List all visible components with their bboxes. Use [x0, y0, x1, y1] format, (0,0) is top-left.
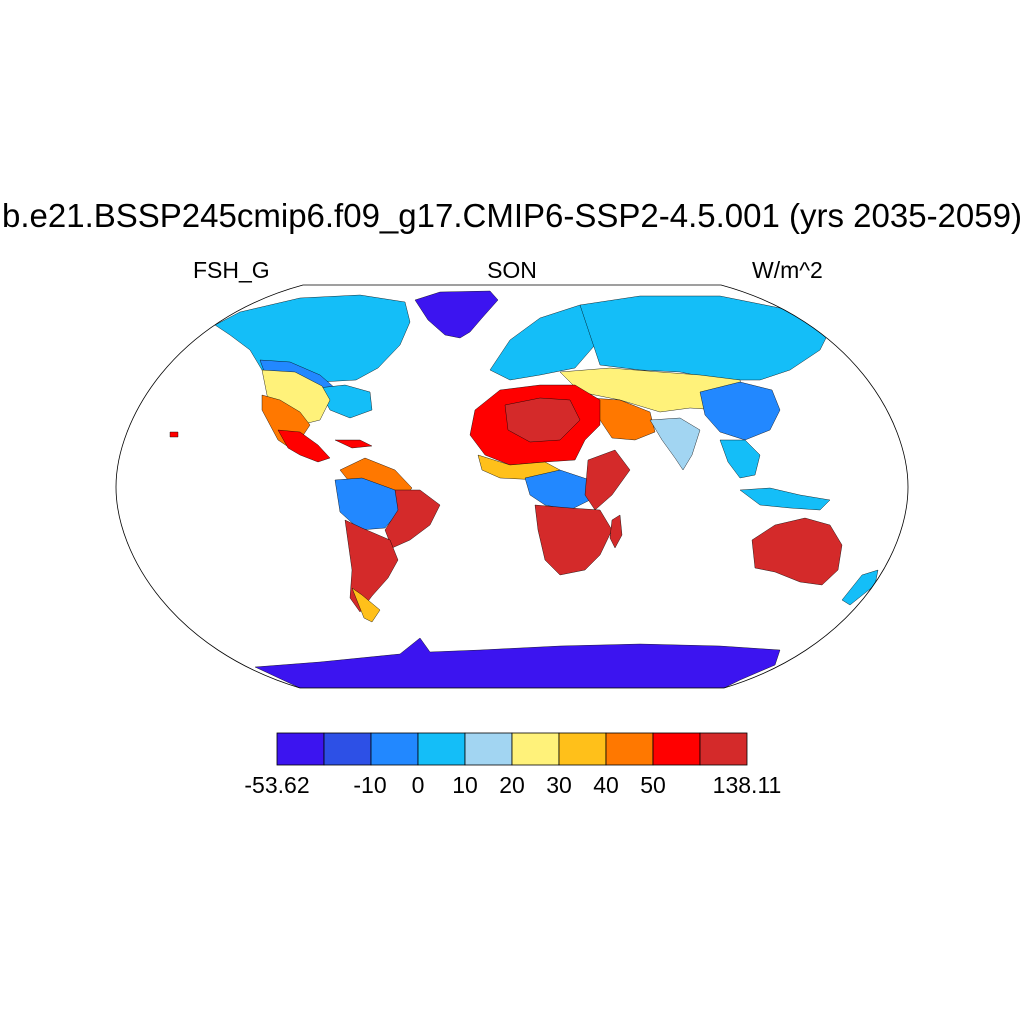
asia-north	[579, 295, 831, 381]
india	[649, 417, 701, 471]
map-boundary	[115, 284, 909, 689]
colorbar	[276, 732, 748, 766]
new-zealand	[841, 569, 879, 606]
east-africa	[584, 449, 631, 511]
colorbar-swatch	[276, 732, 325, 766]
north-america-east	[317, 384, 373, 419]
colorbar-tick-label: -10	[353, 772, 387, 798]
colorbar-swatch	[370, 732, 419, 766]
variable-label: FSH_G	[193, 257, 270, 283]
sahara-core	[504, 397, 581, 443]
units-label: W/m^2	[752, 257, 823, 283]
hawaii	[169, 431, 179, 438]
colorbar-swatch	[652, 732, 701, 766]
colorbar-tick-label: 20	[499, 772, 525, 798]
colorbar-tick-label: 50	[640, 772, 666, 798]
colorbar-tick-label: 40	[593, 772, 619, 798]
east-asia	[699, 381, 781, 441]
colorbar-swatch	[605, 732, 654, 766]
colorbar-tick-label: 138.11	[712, 772, 782, 798]
colorbar-swatch	[417, 732, 466, 766]
australia	[751, 517, 843, 586]
indonesia	[739, 487, 831, 511]
colorbar-tick-label: -53.62	[244, 772, 310, 798]
season-label: SON	[487, 257, 537, 283]
colorbar-tick-label: 10	[452, 772, 478, 798]
map-land-layer	[169, 290, 879, 688]
antarctica	[254, 637, 781, 688]
colorbar-swatch	[323, 732, 372, 766]
central-africa	[524, 469, 591, 511]
colorbar-swatch	[511, 732, 560, 766]
patagonia	[351, 587, 381, 623]
mexico	[277, 429, 331, 463]
colorbar-tick-label: 0	[411, 772, 425, 798]
colorbar-swatch	[699, 732, 748, 766]
colorbar-swatch	[558, 732, 607, 766]
caribbean	[334, 439, 373, 449]
madagascar	[609, 514, 623, 549]
north-america-north	[214, 294, 411, 383]
south-america-east	[384, 489, 441, 549]
southern-africa	[534, 504, 613, 576]
plot-title: b.e21.BSSP245cmip6.f09_g17.CMIP6-SSP2-4.…	[2, 197, 1022, 234]
greenland	[414, 290, 499, 339]
europe	[489, 304, 601, 381]
colorbar-tick-label: 30	[546, 772, 572, 798]
south-america-south	[344, 519, 399, 613]
southeast-asia	[719, 439, 761, 479]
middle-east	[589, 397, 656, 441]
colorbar-swatch	[464, 732, 513, 766]
